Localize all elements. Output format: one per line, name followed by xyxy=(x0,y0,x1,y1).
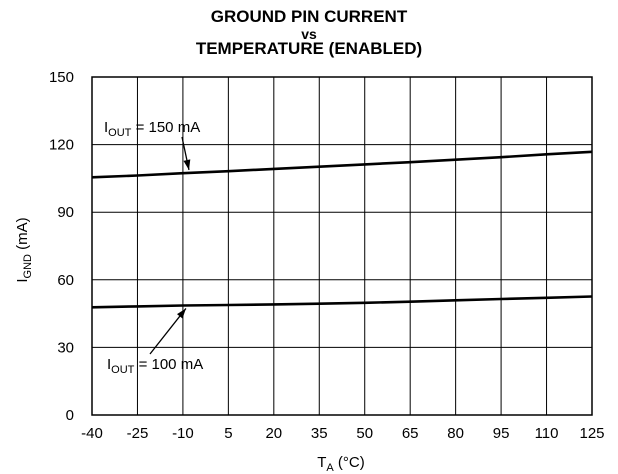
chart-title-line-1: GROUND PIN CURRENT xyxy=(210,7,408,26)
x-tick-labels: -40 -25 -10 5 20 35 50 65 80 95 110 125 xyxy=(81,425,604,442)
x-tick-label: 125 xyxy=(579,425,604,442)
chart-title-line-2: vs xyxy=(301,26,317,42)
x-tick-label: -25 xyxy=(127,425,149,442)
x-tick-label: -40 xyxy=(81,425,103,442)
y-tick-label: 120 xyxy=(49,137,74,154)
x-tick-label: 95 xyxy=(493,425,510,442)
x-tick-label: 50 xyxy=(356,425,373,442)
series-line-2 xyxy=(91,295,593,309)
y-tick-labels: 0 30 60 90 120 150 xyxy=(49,69,74,424)
series-annotation-label: IOUT = 100 mA xyxy=(107,356,203,376)
x-tick-label: 110 xyxy=(535,425,559,442)
y-axis-label: IGND (mA) xyxy=(14,217,34,282)
x-tick-label: 20 xyxy=(265,425,282,442)
x-tick-label: -10 xyxy=(172,425,194,442)
chart-title-line-3: TEMPERATURE (ENABLED) xyxy=(195,39,423,58)
x-tick-label: 5 xyxy=(224,425,232,442)
x-tick-label: 65 xyxy=(402,425,419,442)
series-line-1 xyxy=(91,150,593,179)
y-tick-label: 30 xyxy=(57,339,74,356)
y-tick-label: 0 xyxy=(66,407,74,424)
grid xyxy=(92,77,592,415)
series-annotation-label: IOUT = 150 mA xyxy=(104,119,200,139)
series-lines xyxy=(91,150,593,309)
x-axis-label: TA (°C) xyxy=(317,454,365,474)
plot-area-frame xyxy=(91,76,593,416)
x-tick-label: 35 xyxy=(311,425,328,442)
annotation-arrowhead xyxy=(183,159,191,170)
y-tick-label: 60 xyxy=(57,272,74,289)
y-tick-label: 90 xyxy=(57,204,74,221)
annotations: IOUT = 150 mA IOUT = 100 mA xyxy=(104,119,203,376)
annotation-arrowhead xyxy=(177,308,186,319)
x-tick-label: 80 xyxy=(447,425,464,442)
y-tick-label: 150 xyxy=(49,69,74,86)
